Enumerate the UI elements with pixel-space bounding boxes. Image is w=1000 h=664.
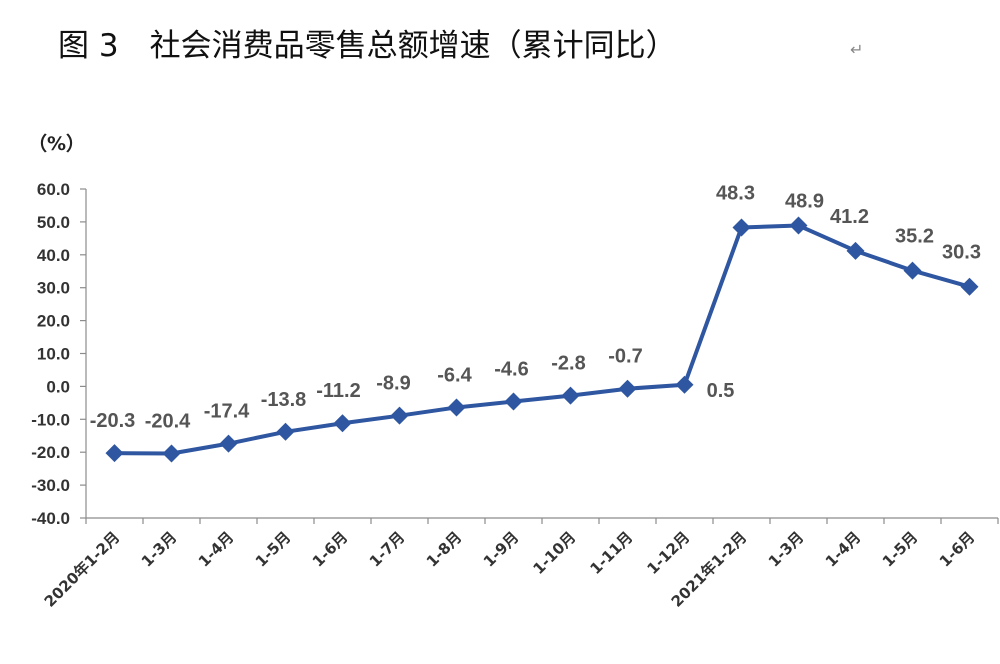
- y-tick-label: 40.0: [37, 246, 70, 265]
- data-point-marker: [903, 261, 922, 280]
- x-tick-label: 1-3月: [138, 528, 181, 571]
- data-point-marker: [675, 375, 694, 394]
- y-tick-label: -40.0: [31, 509, 70, 528]
- data-label: 0.5: [707, 380, 735, 402]
- data-label: 48.3: [716, 182, 755, 204]
- chart-title: 图 3 社会消费品零售总额增速（累计同比）: [58, 28, 677, 64]
- x-tick-label: 1-4月: [195, 528, 238, 571]
- data-point-marker: [846, 241, 865, 260]
- data-labels: -20.3 -20.4 -17.4 -13.8 -11.2 -8.9 -6.4 -4.6 -2.…: [90, 182, 981, 432]
- data-label: -20.4: [145, 411, 191, 433]
- data-point-marker: [447, 398, 466, 417]
- x-tick-label: 2020年1-2月: [41, 528, 124, 611]
- data-label: -20.3: [90, 410, 136, 432]
- x-tick-label: 1-11月: [586, 528, 636, 578]
- paragraph-mark: ↵: [850, 40, 863, 59]
- x-tick-label: 1-8月: [423, 528, 466, 571]
- y-tick-label: -10.0: [31, 410, 70, 429]
- data-label: -2.8: [551, 353, 585, 375]
- data-label: -8.9: [376, 373, 410, 395]
- data-label: -11.2: [316, 380, 360, 402]
- data-label: -17.4: [204, 401, 250, 423]
- data-point-marker: [162, 444, 181, 463]
- data-point-marker: [390, 406, 409, 425]
- data-label: 35.2: [895, 226, 934, 248]
- x-tick-label: 1-6月: [936, 528, 979, 571]
- data-point-marker: [732, 218, 751, 237]
- y-tick-label: -20.0: [31, 443, 70, 462]
- data-point-marker: [105, 444, 124, 463]
- y-axis-unit-label: （%）: [28, 132, 85, 155]
- data-point-marker: [333, 414, 352, 433]
- x-tick-label: 1-12月: [643, 528, 693, 578]
- data-point-marker: [276, 422, 295, 441]
- data-point-marker: [789, 216, 808, 235]
- data-label: 48.9: [785, 191, 824, 213]
- x-tick-label: 1-3月: [765, 528, 808, 571]
- y-tick-label: 0.0: [46, 377, 70, 396]
- data-point-marker: [219, 434, 238, 453]
- x-tick-label: 1-4月: [822, 528, 865, 571]
- data-point-marker: [618, 379, 637, 398]
- data-point-marker: [960, 277, 979, 296]
- x-tick-label: 1-10月: [529, 528, 579, 578]
- x-tick-label: 1-6月: [309, 528, 352, 571]
- y-tick-label: 50.0: [37, 213, 70, 232]
- data-label: 30.3: [942, 242, 981, 264]
- y-tick-label: 60.0: [37, 180, 70, 199]
- data-point-marker: [561, 386, 580, 405]
- x-tick-label: 1-5月: [879, 528, 922, 571]
- x-tick-label: 1-9月: [480, 528, 523, 571]
- axes: [80, 188, 999, 524]
- y-tick-label: 30.0: [37, 279, 70, 298]
- data-label: 41.2: [830, 206, 869, 228]
- data-label: -6.4: [437, 364, 472, 386]
- data-point-marker: [504, 392, 523, 411]
- data-label: -0.7: [608, 346, 642, 368]
- series-line: [114, 223, 971, 456]
- data-label: -13.8: [261, 389, 307, 411]
- series-line-group: [105, 216, 979, 463]
- data-label: -4.6: [494, 359, 528, 381]
- y-tick-labels: 60.0 50.0 40.0 30.0 20.0 10.0 0.0 -10.0 -20.0 -30…: [31, 180, 70, 528]
- y-tick-label: 10.0: [37, 345, 70, 364]
- x-tick-label: 1-7月: [366, 528, 409, 571]
- x-tick-label: 1-5月: [252, 528, 295, 571]
- x-tick-labels: 2020年1-2月 1-3月 1-4月 1-5月 1-6月 1-7月 1-8月 1-9月 1-1…: [41, 528, 979, 611]
- y-tick-label: 20.0: [37, 312, 70, 331]
- y-tick-label: -30.0: [31, 476, 70, 495]
